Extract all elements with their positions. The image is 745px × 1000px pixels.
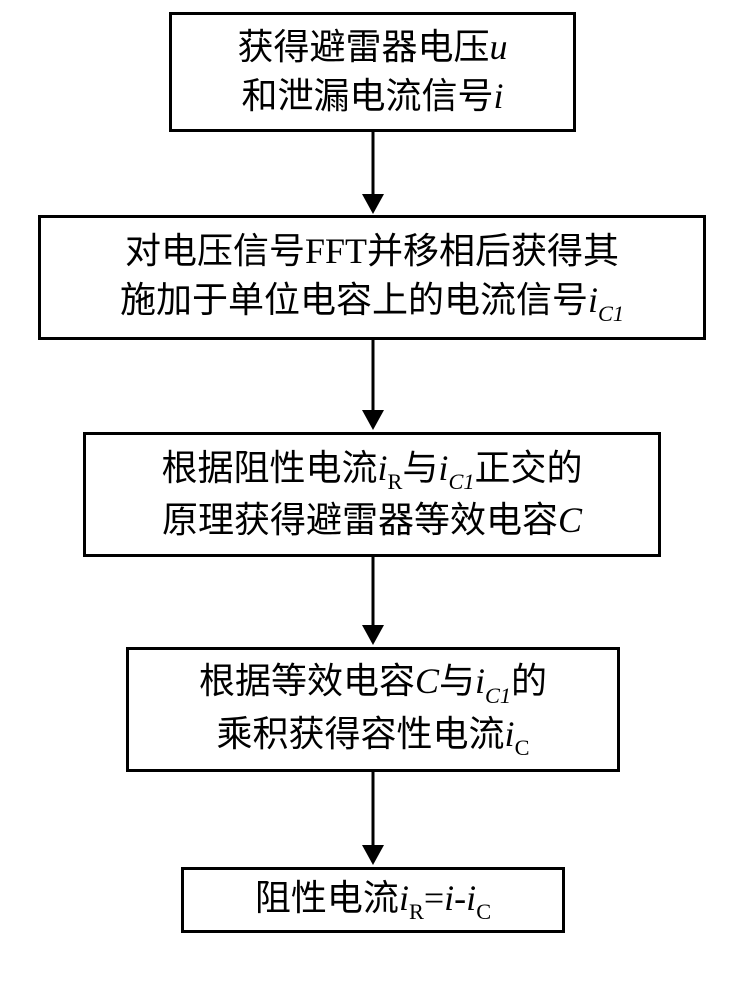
- arrow-4-head: [362, 845, 384, 865]
- flowchart-canvas: 获得避雷器电压u 和泄漏电流信号i 对电压信号FFT并移相后获得其 施加于单位电…: [0, 0, 745, 1000]
- node-2-text: 对电压信号FFT并移相后获得其 施加于单位电容上的电流信号iC1: [120, 227, 624, 328]
- n3-C: C: [558, 500, 582, 540]
- arrow-1-head: [362, 194, 384, 214]
- n1-u: u: [490, 27, 508, 67]
- n3-l1c: 正交的: [474, 448, 582, 488]
- n1-i: i: [493, 76, 503, 116]
- n4-C: C: [415, 661, 439, 701]
- n5-minus: -: [454, 878, 466, 918]
- n3-l1a: 根据阻性电流: [161, 448, 377, 488]
- n5-i: i: [444, 878, 454, 918]
- n5-iR: i: [399, 878, 409, 918]
- n4-Csub: C: [515, 735, 530, 760]
- node-fft-phase-shift: 对电压信号FFT并移相后获得其 施加于单位电容上的电流信号iC1: [38, 215, 706, 340]
- node-4-text: 根据等效电容C与iC1的 乘积获得容性电流iC: [199, 657, 547, 762]
- n3-l1b: 与: [402, 448, 438, 488]
- n4-l1a: 根据等效电容: [199, 661, 415, 701]
- n5-iC: i: [466, 878, 476, 918]
- n4-iC: i: [505, 714, 515, 754]
- n4-l2a: 乘积获得容性电流: [217, 714, 505, 754]
- n4-l1b: 与: [439, 661, 475, 701]
- arrow-1-line: [371, 132, 374, 194]
- arrow-3-line: [371, 557, 374, 625]
- n2-i: i: [588, 280, 598, 320]
- n5-R: R: [409, 899, 424, 924]
- n2-l1: 对电压信号FFT并移相后获得其: [125, 231, 619, 271]
- n3-R: R: [388, 469, 403, 494]
- node-resistive-current-result: 阻性电流iR=i-iC: [181, 867, 565, 933]
- n1-l2a: 和泄漏电流信号: [241, 76, 493, 116]
- n3-l2a: 原理获得避雷器等效电容: [162, 500, 558, 540]
- n4-l1c: 的: [511, 661, 547, 701]
- node-acquire-signals: 获得避雷器电压u 和泄漏电流信号i: [169, 12, 576, 132]
- n3-iC1: i: [438, 448, 448, 488]
- node-orthogonal-capacitance: 根据阻性电流iR与iC1正交的 原理获得避雷器等效电容C: [83, 432, 661, 557]
- n3-iR: i: [378, 448, 388, 488]
- n5-C: C: [476, 899, 491, 924]
- arrow-3-head: [362, 625, 384, 645]
- arrow-2-line: [371, 340, 374, 410]
- node-3-text: 根据阻性电流iR与iC1正交的 原理获得避雷器等效电容C: [161, 444, 582, 545]
- n5-eq: =: [424, 878, 444, 918]
- n2-l2a: 施加于单位电容上的电流信号: [120, 280, 588, 320]
- n3-C1: C1: [448, 469, 474, 494]
- n1-l1a: 获得避雷器电压: [237, 27, 489, 67]
- n4-iC1: i: [475, 661, 485, 701]
- node-capacitive-current: 根据等效电容C与iC1的 乘积获得容性电流iC: [126, 647, 620, 772]
- n4-C1: C1: [485, 683, 511, 708]
- arrow-4-line: [371, 772, 374, 845]
- node-1-text: 获得避雷器电压u 和泄漏电流信号i: [237, 23, 507, 120]
- node-5-text: 阻性电流iR=i-iC: [255, 874, 491, 926]
- n5-a: 阻性电流: [255, 878, 399, 918]
- n2-sub: C1: [598, 301, 624, 326]
- arrow-2-head: [362, 410, 384, 430]
